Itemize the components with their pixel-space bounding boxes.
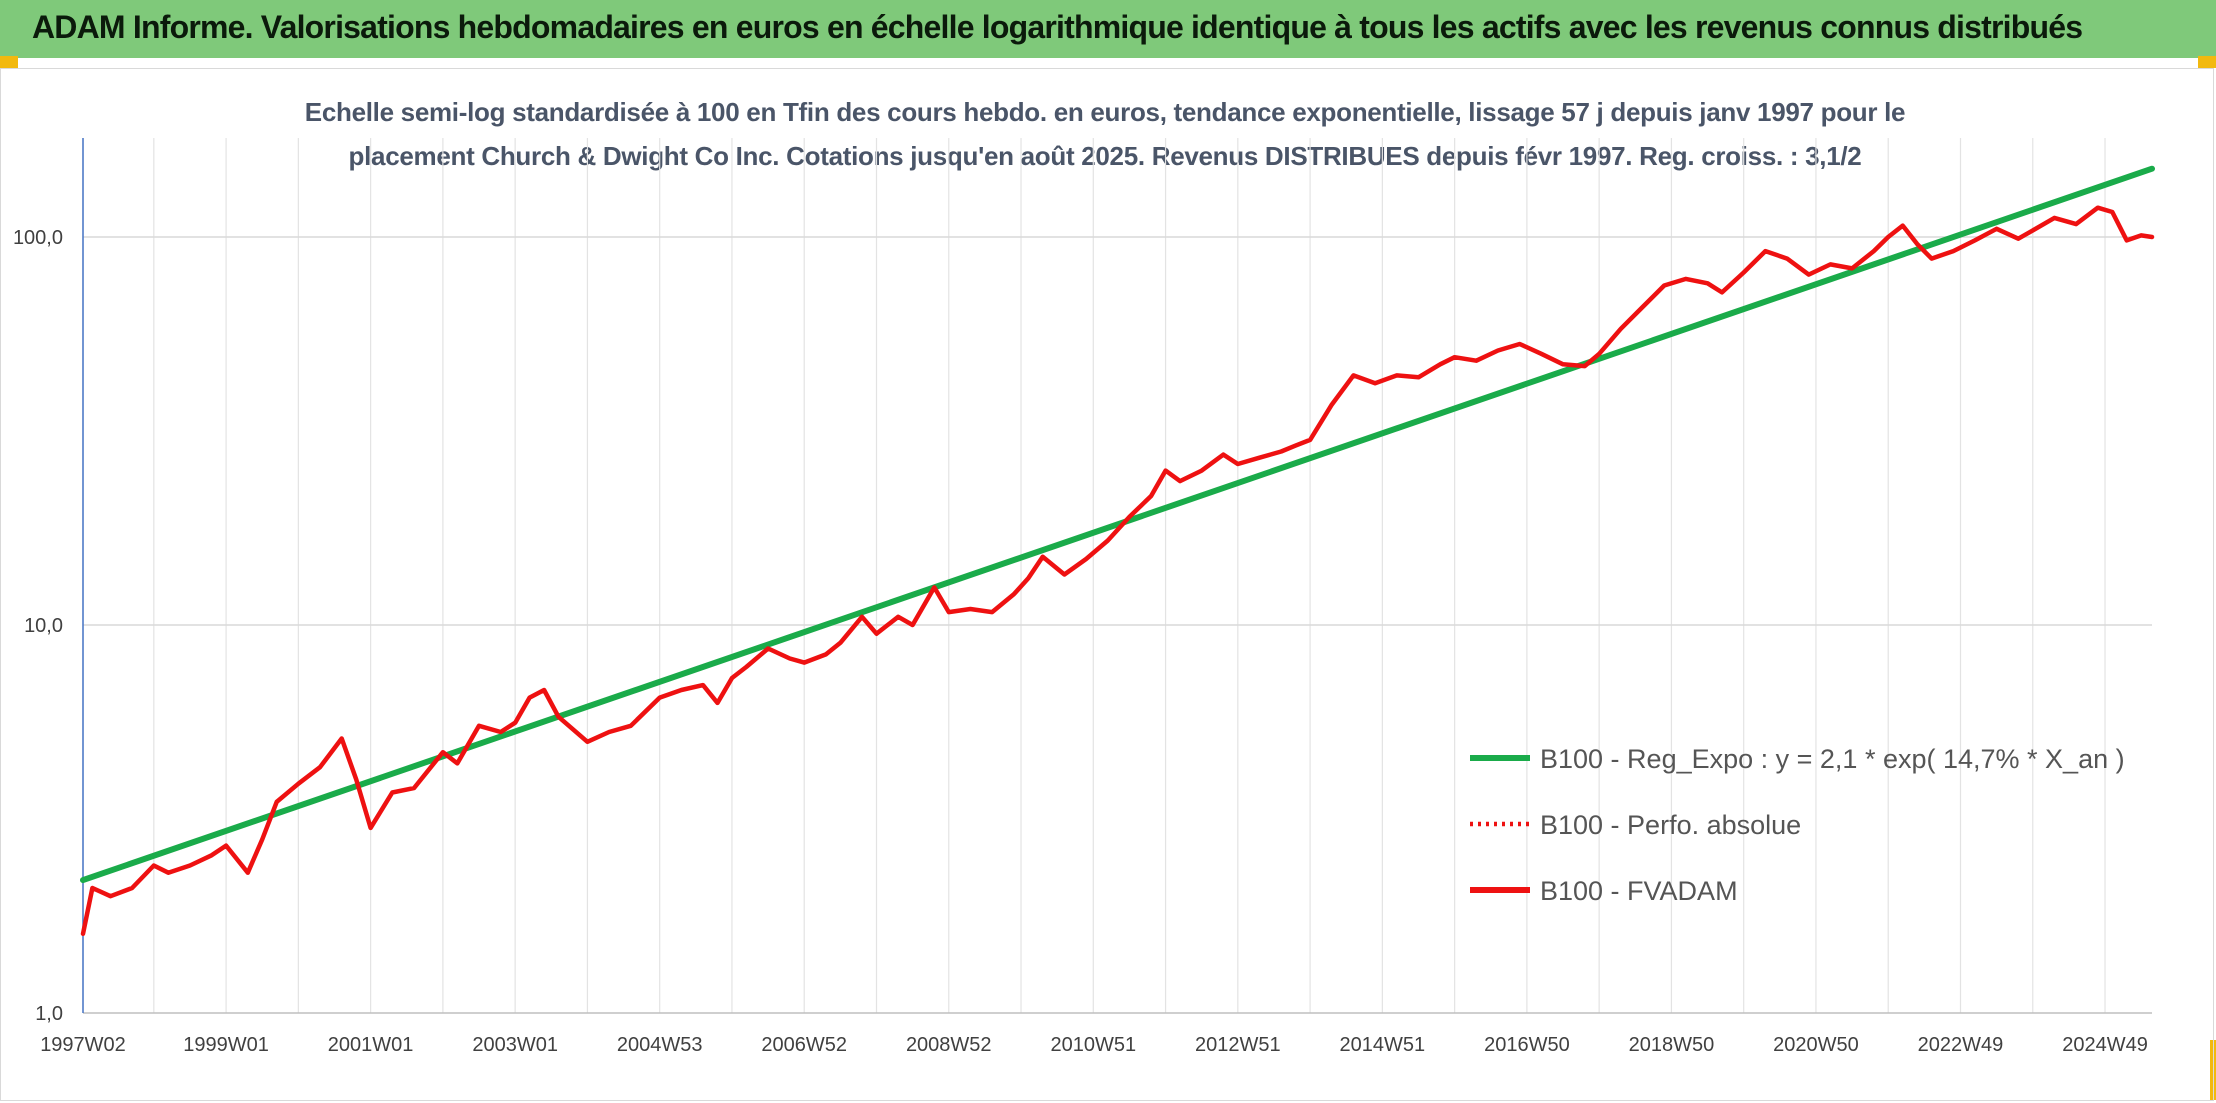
x-tick-label: 2001W01 — [328, 1034, 414, 1056]
chart-title: Echelle semi-log standardisée à 100 en T… — [230, 90, 1980, 178]
corner-marker-left — [0, 56, 18, 68]
gridlines — [83, 138, 2152, 1014]
series-line-2 — [80, 205, 2155, 937]
legend-label-1: B100 - Perfo. absolue — [1540, 810, 1801, 840]
series-layer — [80, 165, 2155, 937]
x-tick-label: 1999W01 — [183, 1034, 269, 1056]
legend-label-0: B100 - Reg_Expo : y = 2,1 * exp( 14,7% *… — [1540, 744, 2125, 774]
legend: B100 - Reg_Expo : y = 2,1 * exp( 14,7% *… — [1470, 744, 2125, 906]
x-tick-label: 2003W01 — [472, 1034, 558, 1056]
x-tick-label: 1997W02 — [40, 1034, 126, 1056]
x-tick-label: 2018W50 — [1629, 1034, 1715, 1056]
chart-title-line-1: Echelle semi-log standardisée à 100 en T… — [304, 97, 1906, 127]
x-tick-label: 2004W53 — [617, 1034, 703, 1056]
x-tick-label: 2008W52 — [906, 1034, 992, 1056]
x-tick-label: 2020W50 — [1773, 1034, 1859, 1056]
y-tick-label: 1,0 — [35, 1003, 63, 1025]
series-line-0 — [80, 165, 2155, 884]
axes: 1,0 10,0 100,0 1997W02 1999W01 2001W01 2003W01… — [13, 138, 2148, 1056]
x-tick-label: 2012W51 — [1195, 1034, 1281, 1056]
report-banner: ADAM Informe. Valorisations hebdomadaire… — [0, 0, 2216, 58]
x-tick-label: 2010W51 — [1050, 1034, 1136, 1056]
legend-label-2: B100 - FVADAM — [1540, 876, 1738, 906]
corner-marker-right — [2198, 56, 2216, 68]
chart-title-line-2: placement Church & Dwight Co Inc. Cotati… — [348, 141, 1862, 171]
x-tick-label: 2024W49 — [2062, 1034, 2148, 1056]
x-tick-label: 2014W51 — [1340, 1034, 1426, 1056]
x-tick-label: 2006W52 — [761, 1034, 847, 1056]
y-tick-label: 100,0 — [13, 227, 63, 249]
chart-frame — [0, 68, 2214, 1101]
x-tick-label: 2016W50 — [1484, 1034, 1570, 1056]
report-title: ADAM Informe. Valorisations hebdomadaire… — [32, 9, 2083, 45]
y-tick-label: 10,0 — [24, 615, 63, 637]
x-tick-label: 2022W49 — [1918, 1034, 2004, 1056]
